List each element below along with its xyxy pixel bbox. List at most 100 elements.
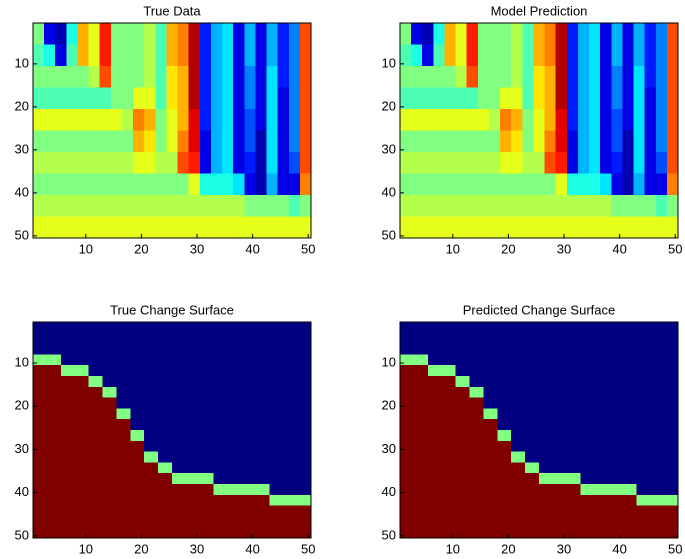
cell (244, 87, 256, 110)
cell (511, 505, 526, 517)
cell (522, 109, 534, 131)
cell (441, 354, 457, 366)
cell (255, 484, 270, 496)
cell (241, 451, 256, 463)
cell (636, 516, 651, 528)
cell (188, 66, 201, 88)
cell (580, 365, 596, 377)
cell (580, 430, 596, 442)
cell (297, 473, 312, 485)
cell (636, 408, 651, 420)
cell (121, 173, 134, 196)
cell (116, 322, 131, 334)
cell (177, 130, 190, 153)
cell (299, 87, 312, 110)
cell (66, 195, 78, 217)
cell (227, 462, 242, 474)
cell (288, 216, 301, 239)
cell (144, 451, 159, 463)
cell (539, 494, 554, 507)
cell (110, 23, 123, 45)
cell (469, 376, 484, 388)
cell (611, 195, 623, 217)
cell (608, 332, 623, 345)
cell (483, 494, 498, 507)
cell (33, 322, 48, 334)
cell (539, 376, 554, 388)
cell (544, 152, 557, 174)
cell (199, 322, 215, 334)
cell (552, 440, 568, 453)
cell (469, 419, 484, 431)
cell (427, 484, 443, 496)
cell (144, 216, 156, 239)
cell (130, 462, 145, 474)
cell (594, 332, 609, 345)
cell (636, 343, 651, 355)
cell (44, 87, 56, 110)
cell (269, 462, 284, 474)
cell (411, 130, 423, 153)
cell (227, 527, 242, 539)
cell (158, 397, 173, 409)
cell (400, 386, 415, 399)
cell (400, 462, 415, 474)
cell (600, 130, 612, 153)
cell (283, 451, 298, 463)
cell (650, 527, 665, 539)
cell (121, 23, 134, 45)
cell (297, 430, 312, 442)
cell (283, 343, 298, 355)
cell (144, 87, 156, 110)
cell (158, 516, 173, 528)
cell (633, 44, 646, 67)
cell (441, 484, 457, 496)
cell (488, 66, 501, 88)
cell (413, 473, 429, 485)
cell (44, 23, 56, 45)
cell (525, 505, 540, 517)
cell (266, 152, 279, 174)
cell (580, 527, 596, 539)
cell (33, 195, 45, 217)
cell (533, 87, 546, 110)
cell (199, 87, 212, 110)
cell (210, 87, 223, 110)
cell (33, 376, 48, 388)
cell (130, 376, 145, 388)
x-tick-label: 50 (668, 241, 682, 256)
cell (255, 354, 270, 366)
cell (166, 44, 179, 67)
cell (283, 397, 298, 409)
cell (400, 152, 412, 174)
cell (511, 109, 523, 131)
cell (44, 130, 56, 153)
cell (74, 451, 90, 463)
cell (552, 462, 568, 474)
cell (413, 376, 429, 388)
cell (299, 152, 312, 174)
cell (213, 430, 229, 442)
cell (533, 66, 546, 88)
cell (255, 419, 270, 431)
cell (469, 484, 484, 496)
cell (611, 216, 623, 239)
cell (533, 152, 546, 174)
cell (102, 484, 117, 496)
cell (455, 332, 470, 345)
cell (60, 473, 76, 485)
cell (622, 109, 635, 131)
cell (533, 195, 546, 217)
cell (608, 408, 623, 420)
cell (497, 397, 512, 409)
cell (185, 332, 201, 345)
cell (525, 354, 540, 366)
cell (199, 216, 212, 239)
cell (497, 494, 512, 507)
cell (144, 408, 159, 420)
cell (400, 173, 412, 196)
cell (283, 419, 298, 431)
cell (413, 451, 429, 463)
cell (99, 130, 112, 153)
cell (544, 44, 557, 67)
